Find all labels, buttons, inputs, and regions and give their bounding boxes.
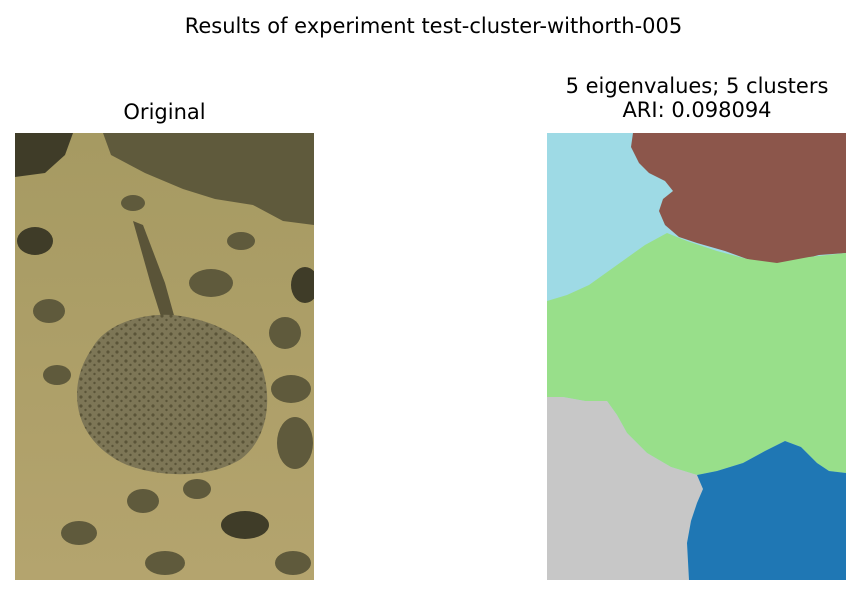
rock-bottom-6 [275, 551, 311, 575]
rock-bottom-3 [61, 521, 97, 545]
rock-left-2 [33, 299, 65, 323]
rock-bottom-4 [221, 511, 269, 539]
rock-mid-3 [227, 232, 255, 250]
original-image-title: Original [123, 100, 206, 124]
rock-right-1 [291, 267, 314, 303]
stingray-tail [133, 221, 175, 323]
rock-bottom-1 [127, 489, 159, 513]
rock-mid-1 [121, 195, 145, 211]
stingray-body [77, 314, 268, 475]
rock-left-3 [43, 365, 71, 385]
original-image-canvas [15, 133, 314, 580]
figure-title: Results of experiment test-cluster-witho… [184, 14, 683, 38]
segmentation-title-line-1: 5 eigenvalues; 5 clusters [565, 74, 829, 98]
rock-mid-2 [189, 269, 233, 297]
segmentation-title: 5 eigenvalues; 5 clusters ARI: 0.098094 [522, 74, 867, 122]
rock-left-1 [17, 227, 53, 255]
rock-top-left [15, 133, 73, 177]
rock-top-right [103, 133, 314, 225]
cluster-region-2 [631, 133, 846, 265]
rock-right-3 [271, 375, 311, 403]
rock-right-2 [269, 317, 301, 349]
rock-bottom-2 [183, 479, 211, 499]
segmentation-title-line-2: ARI: 0.098094 [622, 98, 772, 122]
segmentation-image [547, 133, 846, 580]
cluster-region-4 [547, 397, 703, 580]
cluster-region-5 [687, 441, 846, 580]
cluster-region-3 [547, 233, 846, 475]
original-image [15, 133, 314, 580]
rock-right-4 [277, 417, 313, 469]
rock-bottom-5 [145, 551, 185, 575]
segmentation-canvas [547, 133, 846, 580]
